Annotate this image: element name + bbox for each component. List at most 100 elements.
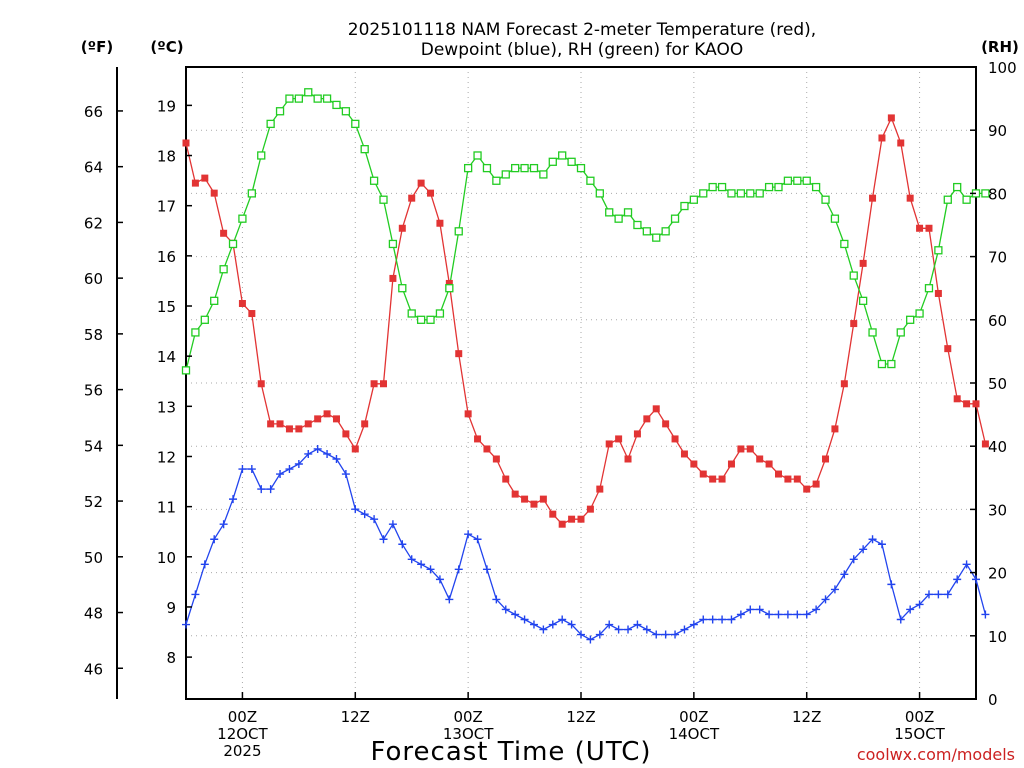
dewpoint-point-51: [661, 630, 670, 639]
rh-point-38: [539, 170, 548, 179]
dewpoint-point-60: [746, 605, 755, 614]
rh-point-65: [793, 176, 802, 185]
rh-point-36: [520, 163, 529, 173]
celsius-tick-label-8: 16: [157, 248, 176, 266]
fahrenheit-tick-label-8: 62: [84, 214, 103, 232]
dewpoint-point-74: [877, 540, 886, 549]
temperature-point-27: [436, 219, 444, 227]
series-line-rh: [185, 91, 986, 371]
rh-point-58: [727, 189, 736, 198]
rh-point-71: [849, 271, 858, 280]
temperature-point-24: [408, 194, 416, 202]
rh-point-31: [473, 151, 482, 160]
dewpoint-point-46: [614, 625, 623, 634]
rh-point-61: [755, 189, 764, 198]
temperature-point-74: [878, 134, 886, 142]
temperature-point-36: [521, 495, 529, 503]
dewpoint-point-76: [896, 615, 905, 624]
dewpoint-point-18: [351, 505, 360, 514]
dewpoint-point-56: [708, 615, 717, 624]
rh-point-59: [736, 189, 746, 198]
rh-point-78: [915, 309, 924, 318]
dewpoint-point-26: [426, 565, 435, 574]
dewpoint-point-47: [624, 625, 633, 634]
temperature-point-9: [267, 420, 275, 428]
rh-point-7: [247, 189, 256, 198]
rh-point-54: [689, 195, 699, 204]
rh-point-27: [435, 309, 445, 318]
dewpoint-point-39: [548, 620, 557, 629]
dewpoint-point-3: [210, 535, 219, 544]
rh-point-44: [595, 189, 604, 198]
rh-point-69: [830, 214, 840, 223]
temperature-point-4: [220, 229, 228, 237]
temperature-point-63: [775, 470, 782, 478]
temperature-point-43: [586, 505, 594, 513]
dewpoint-point-7: [247, 465, 256, 474]
celsius-tick-label-0: 8: [166, 649, 176, 667]
temperature-point-14: [314, 415, 322, 423]
time-tick-label-4-0: 00Z: [679, 708, 708, 726]
celsius-axis: 8 9 10 11 12 13 14 15 16 17 18 19: [157, 97, 192, 667]
celsius-tick-label-6: 14: [157, 348, 176, 366]
rh-point-34: [501, 170, 510, 179]
rh-point-64: [783, 176, 793, 185]
dewpoint-point-80: [934, 590, 943, 599]
dewpoint-point-81: [943, 590, 952, 599]
rh-point-52: [670, 214, 680, 223]
rh-point-47: [623, 208, 633, 217]
rh-point-68: [821, 195, 830, 204]
dewpoint-point-41: [567, 620, 576, 629]
temperature-point-51: [662, 420, 670, 428]
rh-point-4: [219, 265, 228, 274]
rh-tick-label-9: 90: [988, 122, 1007, 140]
rh-point-50: [652, 233, 661, 242]
fahrenheit-tick-label-1: 48: [84, 605, 103, 623]
temperature-point-77: [906, 194, 914, 202]
temperature-point-16: [332, 415, 340, 423]
celsius-tick-label-11: 19: [157, 97, 176, 115]
chart-title-line-2: Dewpoint (blue), RH (green) for KAOO: [421, 40, 744, 60]
rh-point-22: [388, 239, 398, 249]
dewpoint-point-29: [454, 565, 463, 574]
temperature-point-85: [981, 440, 989, 448]
dewpoint-point-11: [285, 465, 294, 474]
dewpoint-point-45: [605, 620, 614, 629]
chart-title-line-1: 2025101118 NAM Forecast 2-meter Temperat…: [348, 20, 816, 40]
temperature-point-19: [361, 420, 369, 428]
dewpoint-point-71: [849, 555, 858, 564]
rh-point-9: [266, 119, 275, 129]
temperature-point-32: [483, 445, 491, 453]
temperature-point-35: [511, 490, 519, 498]
temperature-point-62: [765, 460, 773, 468]
dewpoint-point-19: [360, 510, 369, 519]
dewpoint-point-13: [304, 449, 313, 458]
temperature-point-17: [342, 430, 350, 438]
temperature-point-21: [380, 380, 387, 388]
dewpoint-point-58: [727, 615, 736, 624]
time-tick-label-5-0: 12Z: [792, 708, 821, 726]
dewpoint-point-40: [558, 615, 567, 624]
dewpoint-point-20: [370, 515, 379, 524]
dewpoint-point-30: [464, 530, 473, 539]
rh-point-15: [322, 94, 332, 103]
temperature-point-18: [351, 445, 359, 453]
rh-point-8: [257, 151, 266, 160]
rh-point-77: [906, 315, 915, 324]
rh-point-12: [294, 94, 304, 103]
rh-tick-label-4: 40: [988, 438, 1007, 456]
rh-point-63: [774, 182, 783, 192]
temperature-point-29: [455, 350, 463, 358]
rh-point-3: [210, 296, 219, 305]
dewpoint-point-66: [802, 610, 811, 619]
rh-point-17: [341, 107, 351, 116]
rh-point-6: [238, 214, 247, 223]
dewpoint-point-50: [652, 630, 661, 639]
temperature-point-47: [624, 455, 632, 463]
rh-point-49: [642, 227, 651, 236]
rh-point-73: [868, 328, 877, 337]
dewpoint-point-28: [445, 595, 454, 604]
temperature-point-72: [859, 259, 867, 267]
dewpoint-point-25: [417, 560, 426, 569]
rh-tick-label-10: 100: [988, 59, 1017, 77]
